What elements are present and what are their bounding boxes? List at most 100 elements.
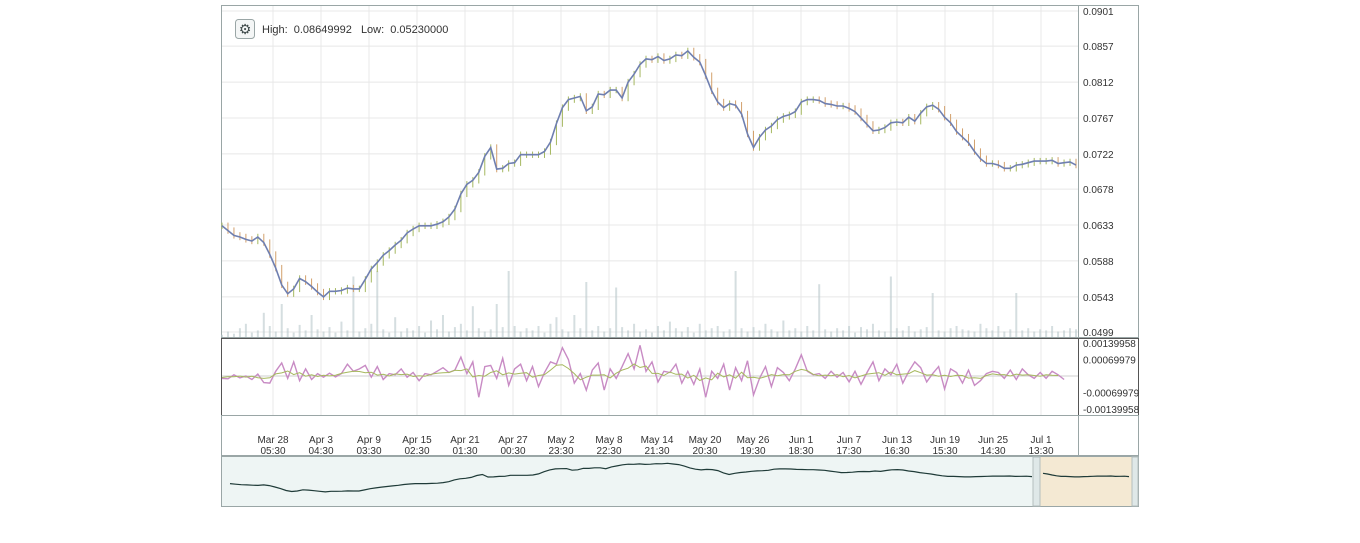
volume-bar [555,317,558,337]
volume-bar [1045,330,1048,337]
volume-bar [674,328,677,337]
volume-bar [477,328,480,337]
volume-bar [280,304,283,337]
volume-bar [591,330,594,337]
volume-bar [388,332,391,337]
oscillator-y-tick-label: -0.00069979 [1083,389,1140,400]
volume-bar [256,330,259,337]
volume-bar [639,331,642,337]
volume-bar [567,331,570,337]
x-tick-date: Jul 1 [1030,435,1052,446]
volume-bar [495,304,498,337]
volume-bar [913,331,916,337]
volume-bar [860,327,863,337]
volume-bar [1069,328,1072,337]
volume-bar [692,332,695,337]
volume-bar [298,324,301,337]
volume-bar [537,326,540,337]
volume-bar [871,323,874,337]
x-tick-time: 16:30 [884,446,909,457]
volume-bar [310,315,313,337]
navigator-selection[interactable] [1040,457,1132,506]
x-tick-date: Jun 25 [978,435,1008,446]
volume-bar [877,330,880,337]
volume-bar [406,328,409,337]
x-tick-date: Apr 3 [309,435,333,446]
x-tick-date: Apr 9 [357,435,381,446]
oscillator-line [221,345,1065,398]
price-y-axis: 0.0901 0.0857 0.0812 0.0767 0.0722 0.0678 0.06… [1083,7,1114,339]
price-y-tick-label: 0.0588 [1083,257,1114,268]
volume-bar [716,326,719,337]
volume-bar [549,323,552,337]
volume-bar [1057,331,1060,337]
volume-bar [627,330,630,337]
x-tick-time: 13:30 [1028,446,1053,457]
volume-bar [650,332,653,337]
volume-bar [304,330,307,337]
volume-bar [489,329,492,337]
volume-bar [603,331,606,337]
volume-bar [483,331,486,337]
navigator-handle-right[interactable] [1131,456,1139,507]
volume-bar [1009,329,1012,337]
volume-bar [997,326,1000,337]
price-y-tick-label: 0.0812 [1083,78,1114,89]
price-series [221,47,1077,301]
volume-bar [758,330,761,337]
volume-bar [507,271,510,337]
volume-bar [543,332,546,337]
x-tick-time: 23:30 [548,446,573,457]
volume-bar [370,323,373,337]
volume-bar [734,271,737,337]
volume-bar [322,331,325,337]
price-y-tick-label: 0.0857 [1083,42,1114,53]
x-tick-date: Apr 21 [450,435,480,446]
volume-bar [770,329,773,337]
volume-bar [662,330,665,337]
navigator-line [229,462,1033,493]
volume-bar [686,327,689,337]
x-tick-time: 03:30 [356,446,381,457]
volume-bar [579,328,582,337]
volume-bar [925,327,928,337]
volume-bar [232,333,235,337]
volume-bar [668,321,671,337]
volume-bar [519,331,522,337]
volume-bar [418,326,421,337]
oscillator-axis-frame [1078,338,1139,416]
volume-bar [961,329,964,337]
x-tick-time: 18:30 [788,446,813,457]
volume-bar [465,330,468,337]
volume-bar [931,293,934,337]
x-tick-date: Jun 19 [930,435,960,446]
x-tick-time: 20:30 [692,446,717,457]
volume-bar [238,328,241,337]
volume-bar [316,329,319,337]
volume-bar [752,327,755,337]
volume-bar [513,326,516,337]
volume-bar [710,328,713,337]
volume-bar [812,330,815,337]
navigator[interactable] [221,456,1139,507]
x-tick-date: Apr 27 [498,435,528,446]
volume-bar [1021,330,1024,337]
volume-bar [842,330,845,337]
x-tick-time: 05:30 [260,446,285,457]
x-tick-date: Jun 1 [789,435,814,446]
x-tick-time: 14:30 [980,446,1005,457]
navigator-handle-left[interactable] [1032,456,1041,507]
volume-bar [991,330,994,337]
oscillator-series [221,345,1078,398]
volume-bars [221,271,1077,337]
volume-bar [836,328,839,337]
volume-bar [746,331,749,337]
volume-bar [973,331,976,337]
high-label: High: [262,24,288,36]
volume-bar [722,331,725,337]
volume-bar [1051,326,1054,337]
navigator-background [221,456,1139,507]
volume-bar [364,328,367,337]
settings-button[interactable]: ⚙ [235,19,255,39]
